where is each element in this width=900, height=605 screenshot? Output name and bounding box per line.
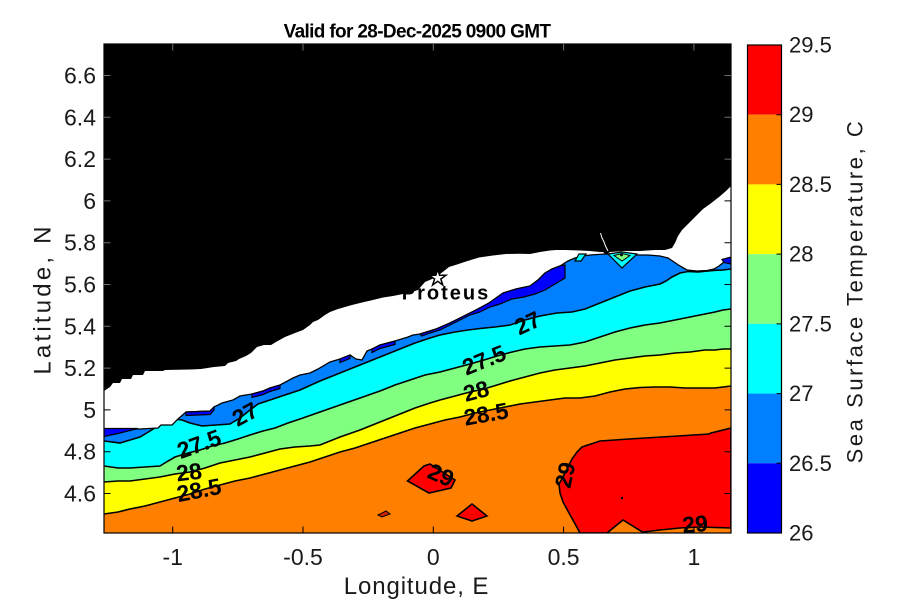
svg-text:6: 6	[83, 188, 96, 214]
svg-text:Sea Surface Temperature, C: Sea Surface Temperature, C	[843, 119, 868, 464]
svg-text:29: 29	[789, 102, 813, 127]
svg-text:5: 5	[83, 397, 96, 423]
svg-text:28.5: 28.5	[789, 172, 832, 197]
svg-text:28: 28	[175, 458, 204, 487]
svg-text:27.5: 27.5	[789, 311, 832, 336]
svg-text:Latitude, N: Latitude, N	[30, 223, 57, 374]
svg-text:26: 26	[789, 521, 813, 546]
svg-text:Valid for 28-Dec-2025 0900 GMT: Valid for 28-Dec-2025 0900 GMT	[284, 22, 552, 43]
svg-text:6.6: 6.6	[64, 63, 96, 89]
svg-text:5.2: 5.2	[64, 355, 96, 381]
svg-text:29: 29	[550, 460, 581, 490]
svg-text:5.4: 5.4	[64, 313, 96, 339]
svg-text:Longitude, E: Longitude, E	[344, 573, 490, 600]
svg-text:0: 0	[427, 544, 440, 570]
svg-text:-0.5: -0.5	[283, 544, 323, 570]
svg-text:4.8: 4.8	[64, 439, 96, 465]
svg-text:1: 1	[688, 544, 701, 570]
svg-text:27: 27	[789, 381, 813, 406]
svg-text:4.6: 4.6	[64, 481, 96, 507]
svg-text:5.6: 5.6	[64, 272, 96, 298]
svg-text:6.4: 6.4	[64, 104, 96, 130]
svg-text:Proteus: Proteus	[402, 283, 490, 305]
svg-text:29.5: 29.5	[789, 33, 832, 58]
svg-text:-1: -1	[162, 544, 182, 570]
svg-text:26.5: 26.5	[789, 451, 832, 476]
svg-text:5.8: 5.8	[64, 230, 96, 256]
svg-text:29: 29	[681, 510, 709, 538]
svg-text:28: 28	[789, 242, 813, 267]
svg-text:0.5: 0.5	[548, 544, 580, 570]
svg-text:6.2: 6.2	[64, 146, 96, 172]
